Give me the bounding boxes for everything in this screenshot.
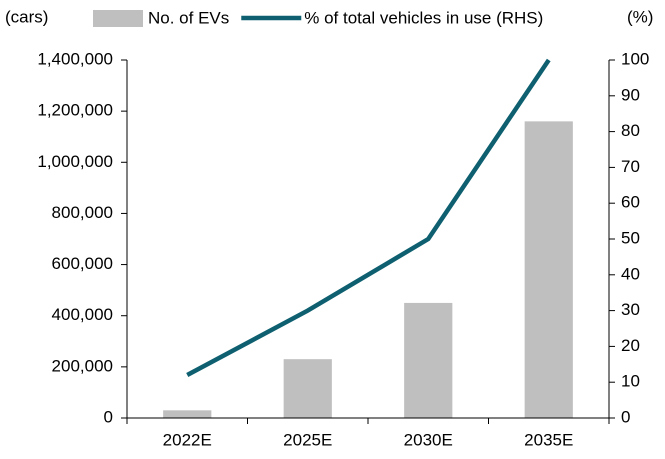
y2-tick-label: 50 [621,228,640,247]
y2-tick-label: 70 [621,157,640,176]
y2-tick-label: 40 [621,264,640,283]
legend-label: No. of EVs [148,8,229,27]
y-tick-label: 0 [104,407,113,426]
y2-tick-label: 60 [621,193,640,212]
y-tick-label: 800,000 [52,203,113,222]
legend-label: % of total vehicles in use (RHS) [304,8,543,27]
legend-swatch [93,10,143,27]
x-tick-label: 2035E [524,430,573,449]
y-tick-label: 1,200,000 [37,101,113,120]
y2-tick-label: 100 [621,49,649,68]
bar [404,302,453,418]
line [186,58,551,378]
bar [283,359,332,418]
y2-tick-label: 90 [621,85,640,104]
y2-tick-label: 0 [621,407,630,426]
y-tick-label: 1,400,000 [37,49,113,68]
y-tick-label: 1,000,000 [37,152,113,171]
bar [163,410,212,418]
y2-tick-label: 10 [621,372,640,391]
y-tick-label: 200,000 [52,356,113,375]
x-tick-label: 2022E [163,430,212,449]
y2-tick-label: 80 [621,121,640,140]
bar [524,121,573,418]
y2-tick-label: 20 [621,336,640,355]
x-tick-label: 2025E [283,430,332,449]
y-axis-unit: (cars) [5,7,48,26]
y-tick-label: 400,000 [52,305,113,324]
y-tick-label: 600,000 [52,254,113,273]
x-tick-label: 2030E [404,430,453,449]
y2-tick-label: 30 [621,300,640,319]
y2-axis-unit: (%) [627,7,653,26]
